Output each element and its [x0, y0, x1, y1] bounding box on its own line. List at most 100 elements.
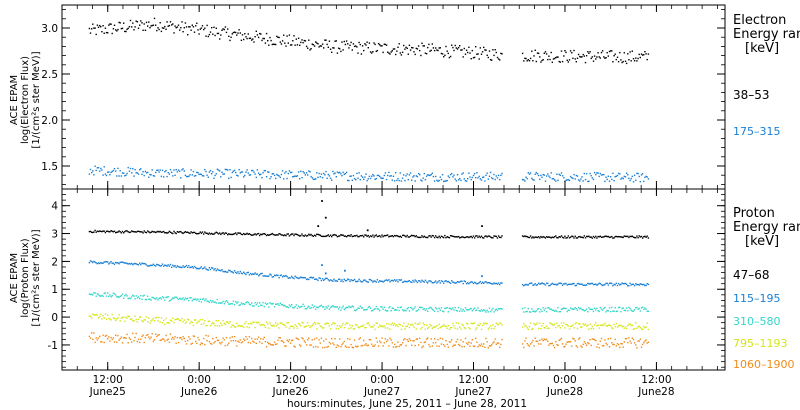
data-point — [479, 322, 481, 325]
data-point — [384, 235, 387, 237]
data-point — [399, 235, 401, 237]
data-point — [423, 172, 425, 175]
data-point — [373, 175, 375, 177]
data-point — [484, 49, 486, 51]
data-point — [584, 309, 587, 312]
data-point — [393, 234, 396, 237]
data-point — [276, 303, 278, 305]
data-point — [199, 343, 201, 346]
data-point — [412, 324, 414, 326]
data-point — [333, 173, 335, 175]
data-point — [421, 235, 423, 237]
data-point — [617, 306, 620, 309]
data-point — [117, 231, 119, 233]
data-point — [305, 325, 308, 327]
data-point — [388, 345, 390, 347]
data-point — [638, 175, 640, 178]
data-point — [132, 263, 134, 266]
data-point — [607, 175, 609, 177]
data-point — [155, 333, 157, 335]
data-point — [286, 339, 288, 341]
data-point — [158, 334, 160, 336]
data-point — [157, 334, 159, 336]
data-point — [236, 233, 238, 236]
data-point — [397, 281, 399, 283]
data-point — [484, 346, 486, 348]
data-point — [369, 177, 372, 180]
data-point — [619, 236, 621, 238]
data-point — [398, 179, 400, 182]
data-point — [293, 307, 295, 309]
y-tick-label: 2.0 — [41, 115, 58, 127]
data-point — [398, 236, 400, 238]
data-point — [390, 310, 392, 312]
data-point — [407, 280, 409, 282]
data-point — [237, 340, 239, 343]
data-point — [497, 323, 500, 326]
data-point — [252, 38, 254, 40]
data-point — [289, 171, 292, 174]
data-point — [469, 236, 471, 238]
data-point — [524, 340, 526, 342]
data-point — [501, 282, 503, 284]
data-point — [582, 343, 584, 346]
data-point — [319, 45, 321, 47]
data-point — [156, 29, 158, 32]
data-point — [296, 234, 299, 236]
data-point — [227, 271, 229, 273]
data-point — [561, 343, 564, 345]
data-point — [207, 320, 209, 323]
data-point — [332, 234, 334, 236]
data-point — [375, 305, 377, 308]
data-point — [292, 176, 294, 178]
data-point — [92, 170, 94, 172]
data-point — [612, 237, 614, 239]
data-point — [198, 268, 200, 270]
data-point — [117, 167, 119, 170]
data-point — [526, 177, 528, 180]
data-point — [161, 322, 164, 324]
data-point — [496, 237, 499, 239]
data-point — [300, 234, 302, 237]
data-point — [501, 53, 503, 55]
data-point — [112, 262, 115, 264]
data-point — [339, 306, 341, 308]
data-point — [227, 28, 229, 30]
data-point — [93, 174, 95, 176]
data-point — [339, 235, 341, 237]
data-point — [620, 178, 622, 180]
data-point — [583, 310, 585, 312]
data-point — [123, 232, 125, 234]
data-point — [559, 338, 561, 341]
data-point — [475, 177, 477, 179]
data-point — [645, 175, 647, 178]
data-point — [312, 276, 315, 279]
data-point — [456, 338, 459, 341]
data-point — [246, 326, 248, 328]
data-point — [407, 340, 409, 342]
data-point — [446, 236, 448, 238]
data-point — [246, 338, 248, 340]
data-point — [376, 49, 379, 52]
data-point — [556, 284, 558, 286]
data-point — [190, 297, 192, 299]
data-point — [251, 337, 253, 340]
data-point — [309, 276, 311, 279]
data-point — [542, 307, 544, 309]
data-point — [548, 236, 550, 238]
data-point — [189, 266, 191, 269]
data-point — [313, 338, 316, 340]
data-point — [638, 325, 640, 327]
data-point — [419, 337, 421, 340]
data-point — [600, 236, 603, 238]
data-point — [449, 173, 452, 176]
data-point — [246, 37, 248, 40]
data-point — [616, 174, 619, 177]
data-point — [145, 316, 148, 318]
data-point — [606, 235, 608, 238]
data-point — [455, 341, 457, 343]
data-point — [206, 24, 208, 27]
data-point — [228, 342, 230, 344]
data-point — [489, 59, 492, 61]
data-point — [113, 230, 116, 232]
